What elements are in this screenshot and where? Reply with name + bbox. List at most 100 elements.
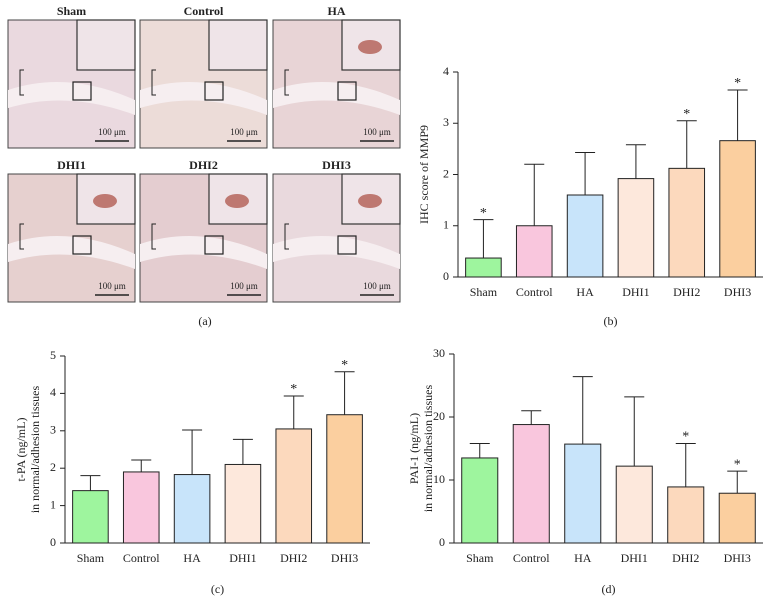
significance-marker: *: [734, 457, 741, 472]
scale-bar-label: 100 μm: [363, 127, 391, 137]
tissue-band: [140, 236, 267, 269]
panel-caption: (c): [211, 582, 224, 596]
error-bar: [80, 475, 101, 491]
error-bar: [625, 144, 646, 179]
error-bar: [572, 376, 593, 445]
y-tick-label: 0: [50, 535, 56, 549]
bar: [122, 471, 160, 544]
bracket: [151, 223, 156, 250]
bar: [564, 443, 602, 544]
y-tick-label: 4: [50, 385, 56, 399]
panel-caption: (d): [602, 582, 616, 596]
bracket: [284, 223, 289, 250]
image-label: DHI3: [322, 158, 351, 172]
x-tick-label: DHI3: [331, 551, 358, 565]
y-axis-label: IHC score of MMP9: [417, 125, 431, 224]
x-tick-label: Sham: [77, 551, 105, 565]
panel-caption: (a): [198, 314, 211, 328]
tissue-band: [8, 82, 135, 115]
tissue-band: [8, 236, 135, 269]
roi-box: [337, 235, 357, 255]
bracket: [284, 69, 289, 96]
significance-marker: *: [290, 382, 297, 397]
inset: [76, 19, 136, 71]
error-bar: [727, 89, 748, 141]
x-tick-label: Control: [513, 551, 550, 565]
y-tick-label: 3: [50, 423, 56, 437]
stain: [93, 194, 117, 208]
stain: [358, 40, 382, 54]
error-bar: [575, 151, 596, 195]
bar: [667, 486, 705, 544]
y-tick-label: 2: [50, 460, 56, 474]
image-label: Control: [184, 4, 224, 18]
y-tick-label: 5: [50, 348, 56, 362]
x-tick-label: DHI1: [622, 285, 649, 299]
y-axis-label: PAI-1 (ng/mL): [407, 413, 421, 484]
x-tick-label: DHI1: [229, 551, 256, 565]
stain: [225, 194, 249, 208]
error-bar: [469, 442, 490, 458]
bar: [719, 140, 756, 278]
tissue-band: [140, 82, 267, 115]
bracket: [151, 69, 156, 96]
stain: [358, 194, 382, 208]
bar: [615, 465, 653, 544]
error-bar: [473, 219, 494, 259]
y-tick-label: 30: [433, 346, 445, 360]
x-tick-label: Sham: [466, 551, 494, 565]
error-bar: [334, 371, 355, 415]
y-tick-label: 1: [50, 497, 56, 511]
tissue-band: [273, 82, 400, 115]
bracket: [19, 223, 24, 250]
y-tick-label: 20: [433, 409, 445, 423]
bar: [718, 492, 756, 544]
error-bar: [131, 459, 152, 472]
y-tick-label: 3: [443, 115, 449, 129]
significance-marker: *: [682, 430, 689, 445]
y-axis-label: in normal/adhesion tissues: [421, 385, 435, 513]
error-bar: [182, 429, 203, 475]
bracket: [19, 69, 24, 96]
image-label: HA: [328, 4, 346, 18]
bar: [515, 225, 553, 278]
bar: [617, 178, 655, 278]
tissue-band: [273, 236, 400, 269]
scale-bar-label: 100 μm: [98, 127, 126, 137]
scale-bar-label: 100 μm: [230, 127, 258, 137]
bar: [275, 428, 313, 544]
x-tick-label: DHI3: [724, 285, 751, 299]
image-label: DHI1: [57, 158, 86, 172]
x-tick-label: HA: [183, 551, 201, 565]
bar: [461, 457, 499, 544]
x-tick-label: Control: [516, 285, 553, 299]
roi-box: [204, 81, 224, 101]
error-bar: [624, 396, 645, 467]
error-bar: [524, 163, 545, 226]
y-tick-label: 0: [443, 269, 449, 283]
x-tick-label: HA: [576, 285, 594, 299]
x-tick-label: DHI2: [280, 551, 307, 565]
significance-marker: *: [683, 107, 690, 122]
roi-box: [72, 81, 92, 101]
error-bar: [676, 120, 697, 169]
bar: [224, 463, 262, 544]
bar: [72, 490, 109, 544]
error-bar: [727, 470, 748, 494]
y-tick-label: 4: [443, 64, 449, 78]
y-tick-label: 0: [439, 535, 445, 549]
y-axis-label: t-PA (ng/mL): [14, 418, 28, 482]
x-tick-label: Control: [123, 551, 160, 565]
x-tick-label: DHI3: [724, 551, 751, 565]
y-tick-label: 2: [443, 166, 449, 180]
error-bar: [675, 442, 696, 487]
x-tick-label: DHI2: [673, 285, 700, 299]
scale-bar-label: 100 μm: [98, 281, 126, 291]
error-bar: [521, 410, 542, 425]
roi-box: [204, 235, 224, 255]
bar: [512, 424, 550, 544]
error-bar: [283, 395, 304, 429]
bar: [173, 474, 211, 544]
scale-bar-label: 100 μm: [363, 281, 391, 291]
